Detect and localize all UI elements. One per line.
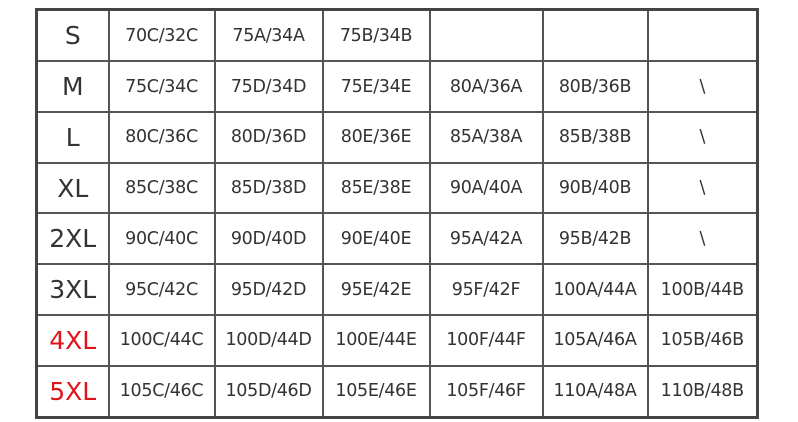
- size-label: 4XL: [35, 314, 110, 367]
- table-row: M 75C/34C 75D/34D 75E/34E 80A/36A 80B/36B \: [35, 60, 759, 113]
- bra-size-cell: 75D/34D: [213, 60, 324, 113]
- bra-size-cell: \: [646, 161, 759, 215]
- bra-size-cell: 80D/36D: [213, 110, 324, 164]
- size-label: L: [35, 110, 110, 164]
- bra-size-cell: 100A/44A: [541, 263, 649, 317]
- bra-size-cell: [428, 8, 544, 63]
- size-label: 3XL: [35, 263, 110, 317]
- bra-size-cell: 90B/40B: [541, 161, 649, 215]
- bra-size-cell: 85B/38B: [541, 110, 649, 164]
- bra-size-cell: 105D/46D: [213, 364, 324, 419]
- bra-size-cell: 75C/34C: [107, 60, 216, 113]
- bra-size-cell: 105A/46A: [541, 314, 649, 367]
- bra-size-cell: [541, 8, 649, 63]
- bra-size-cell: 100C/44C: [107, 314, 216, 367]
- table-row: 4XL 100C/44C 100D/44D 100E/44E 100F/44F 105A/…: [35, 314, 759, 367]
- bra-size-cell: \: [646, 212, 759, 266]
- bra-size-cell: 85D/38D: [213, 161, 324, 215]
- bra-size-cell: 85C/38C: [107, 161, 216, 215]
- bra-size-cell: 95C/42C: [107, 263, 216, 317]
- size-chart-body: S 70C/32C 75A/34A 75B/34B M 75C/34C 75D/34D 75E…: [35, 8, 759, 419]
- table-row: 3XL 95C/42C 95D/42D 95E/42E 95F/42F 100A/44A 1…: [35, 263, 759, 317]
- table-row: 2XL 90C/40C 90D/40D 90E/40E 95A/42A 95B/42B \: [35, 212, 759, 266]
- bra-size-cell: 100F/44F: [428, 314, 544, 367]
- bra-size-cell: 75E/34E: [321, 60, 431, 113]
- bra-size-cell: 90D/40D: [213, 212, 324, 266]
- bra-size-cell: 90E/40E: [321, 212, 431, 266]
- bra-size-cell: 95D/42D: [213, 263, 324, 317]
- bra-size-cell: 80A/36A: [428, 60, 544, 113]
- bra-size-cell: 100D/44D: [213, 314, 324, 367]
- bra-size-cell: 80B/36B: [541, 60, 649, 113]
- bra-size-cell: 95B/42B: [541, 212, 649, 266]
- size-label: XL: [35, 161, 110, 215]
- table-row: 5XL 105C/46C 105D/46D 105E/46E 105F/46F 110A/…: [35, 364, 759, 419]
- bra-size-cell: \: [646, 60, 759, 113]
- table-row: XL 85C/38C 85D/38D 85E/38E 90A/40A 90B/40B \: [35, 161, 759, 215]
- bra-size-cell: 100E/44E: [321, 314, 431, 367]
- bra-size-cell: 85A/38A: [428, 110, 544, 164]
- bra-size-cell: 110B/48B: [646, 364, 759, 419]
- bra-size-cell: 105E/46E: [321, 364, 431, 419]
- bra-size-cell: 90C/40C: [107, 212, 216, 266]
- bra-size-cell: 75A/34A: [213, 8, 324, 63]
- bra-size-cell: 105F/46F: [428, 364, 544, 419]
- bra-size-cell: 80E/36E: [321, 110, 431, 164]
- bra-size-cell: 90A/40A: [428, 161, 544, 215]
- bra-size-cell: 95F/42F: [428, 263, 544, 317]
- bra-size-cell: 95E/42E: [321, 263, 431, 317]
- table-row: L 80C/36C 80D/36D 80E/36E 85A/38A 85B/38B \: [35, 110, 759, 164]
- bra-size-cell: 110A/48A: [541, 364, 649, 419]
- size-label: 5XL: [35, 364, 110, 419]
- size-label: 2XL: [35, 212, 110, 266]
- table-row: S 70C/32C 75A/34A 75B/34B: [35, 8, 759, 63]
- bra-size-cell: 100B/44B: [646, 263, 759, 317]
- bra-size-cell: 105B/46B: [646, 314, 759, 367]
- bra-size-cell: 105C/46C: [107, 364, 216, 419]
- size-label: S: [35, 8, 110, 63]
- bra-size-cell: 80C/36C: [107, 110, 216, 164]
- size-label: M: [35, 60, 110, 113]
- bra-size-cell: 70C/32C: [107, 8, 216, 63]
- bra-size-cell: 75B/34B: [321, 8, 431, 63]
- bra-size-cell: [646, 8, 759, 63]
- size-chart-table: S 70C/32C 75A/34A 75B/34B M 75C/34C 75D/34D 75E…: [35, 8, 759, 419]
- bra-size-cell: 85E/38E: [321, 161, 431, 215]
- bra-size-cell: \: [646, 110, 759, 164]
- bra-size-cell: 95A/42A: [428, 212, 544, 266]
